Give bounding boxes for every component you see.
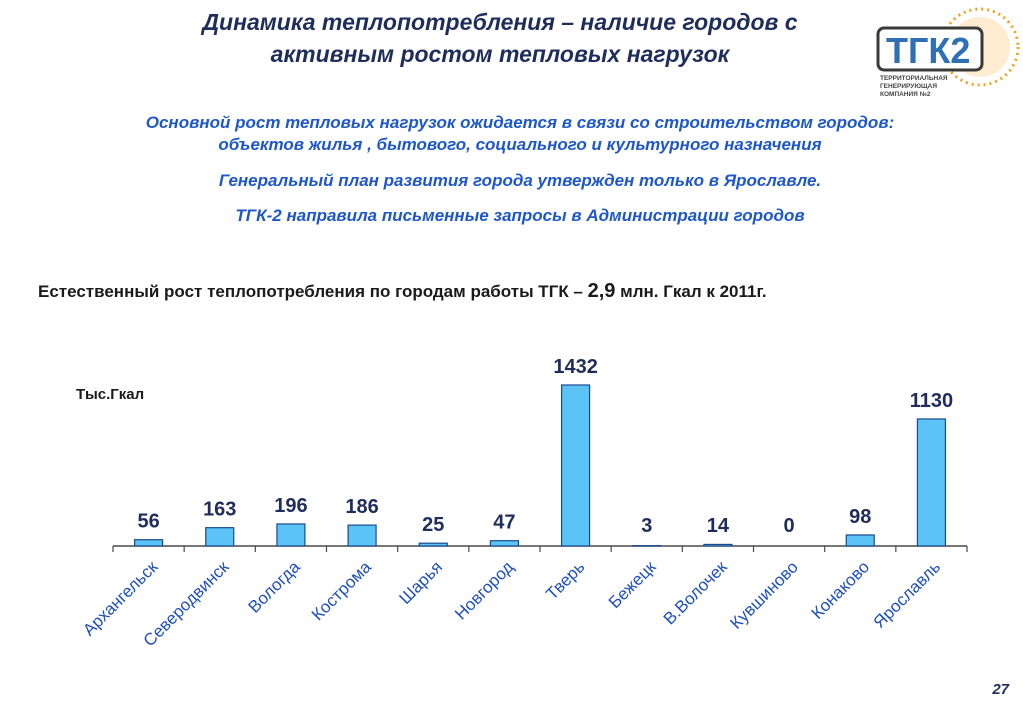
bullet-requests: ТГК-2 направила письменные запросы в Адм… xyxy=(235,206,805,225)
bar xyxy=(133,539,164,547)
bar xyxy=(845,534,875,547)
data-label: 196 xyxy=(274,495,307,517)
subtitle-suffix: млн. Гкал к 2011г. xyxy=(615,282,767,301)
title-line-2: активным ростом тепловых нагрузок xyxy=(270,41,730,67)
data-label: 0 xyxy=(784,515,795,537)
bar xyxy=(489,540,520,547)
subtitle-value: 2,9 xyxy=(587,280,616,302)
tick-label: Кувшиново xyxy=(726,557,801,632)
tick-label: Бежецк xyxy=(605,557,660,612)
bullet-growth: Основной рост тепловых нагрузок ожидаетс… xyxy=(40,112,1000,156)
bar xyxy=(703,543,733,547)
logo-text-2: ГЕНЕРИРУЮЩАЯ xyxy=(880,83,937,90)
title-line-1: Динамика теплопотребления – наличие горо… xyxy=(202,9,798,35)
data-label: 163 xyxy=(203,499,236,521)
data-label: 98 xyxy=(849,506,871,528)
chart-subtitle: Естественный рост теплопотребления по го… xyxy=(38,280,767,303)
tick-label: В.Волочек xyxy=(660,557,731,628)
tgk2-logo: ТГК2 ТЕРРИТОРИАЛЬНАЯ ГЕНЕРИРУЮЩАЯ КОМПАН… xyxy=(876,7,1020,98)
bar xyxy=(205,527,235,547)
bar xyxy=(276,523,306,547)
logo-text-3: КОМПАНИЯ №2 xyxy=(880,91,931,98)
data-label: 186 xyxy=(345,496,378,518)
bullet-growth-line-1: Основной рост тепловых нагрузок ожидаетс… xyxy=(145,113,895,132)
bar xyxy=(560,384,591,547)
data-label: 14 xyxy=(707,515,730,537)
bar xyxy=(347,524,377,547)
bar xyxy=(916,418,947,547)
tick-label: Ярославль xyxy=(870,557,945,632)
tick-label: Кострома xyxy=(308,557,375,624)
tick-label: Шарья xyxy=(395,557,446,608)
tick-label: Конаково xyxy=(808,557,873,622)
logo-text-1: ТЕРРИТОРИАЛЬНАЯ xyxy=(880,75,948,82)
data-label: 1130 xyxy=(910,390,953,412)
bar xyxy=(418,542,448,547)
data-label: 3 xyxy=(641,515,652,537)
bullet-general-plan: Генеральный план развития города утвержд… xyxy=(218,171,822,190)
tick-label: Тверь xyxy=(542,557,588,603)
page-number: 27 xyxy=(992,681,1009,698)
tick-label: Вологда xyxy=(244,557,304,617)
bar-chart: 56Архангельск163Северодвинск196Вологда18… xyxy=(79,356,968,650)
bullet-growth-line-2: объектов жилья , бытового, социального и… xyxy=(218,135,822,154)
data-label: 56 xyxy=(137,511,159,533)
data-label: 1432 xyxy=(553,356,598,378)
subtitle-prefix: Естественный рост теплопотребления по го… xyxy=(38,282,588,301)
page-title: Динамика теплопотребления – наличие горо… xyxy=(120,6,880,70)
data-label: 25 xyxy=(422,514,444,536)
y-axis-unit-label: Тыс.Гкал xyxy=(76,386,145,403)
tick-label: Новгород xyxy=(451,557,517,623)
data-label: 47 xyxy=(493,512,515,534)
logo-mark: ТГК2 xyxy=(886,30,970,71)
